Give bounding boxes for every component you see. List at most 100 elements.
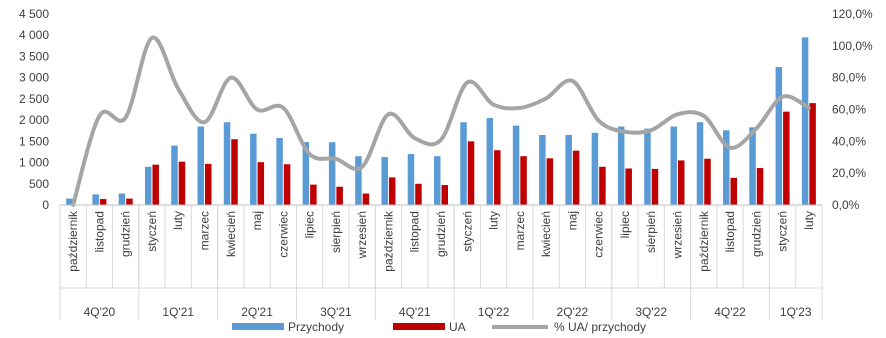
bar-przychody [276, 137, 283, 205]
right-axis-tick-label: 100,0% [832, 39, 873, 53]
group-label: 1Q'23 [780, 305, 812, 319]
bar-przychody [723, 130, 730, 205]
category-label: grudzień [749, 211, 763, 257]
bar-przychody [512, 125, 520, 205]
bar-ua [205, 163, 212, 205]
group-label: 3Q'21 [320, 305, 352, 319]
bar-ua [572, 150, 580, 205]
bar-przychody [775, 67, 783, 205]
bar-przychody [355, 156, 362, 205]
category-label: listopad [408, 211, 422, 252]
right-axis-tick-label: 80,0% [832, 71, 866, 85]
bar-przychody [539, 134, 546, 205]
bar-ua [546, 158, 554, 205]
right-axis-tick-label: 60,0% [832, 103, 866, 117]
bar-przychody [302, 142, 310, 205]
category-label: październik [381, 210, 395, 272]
legend-label: % UA/ przychody [554, 320, 646, 334]
category-label: październik [697, 210, 711, 272]
bar-ua [99, 199, 107, 205]
bar-ua [362, 193, 370, 205]
bar-przychody [617, 126, 625, 205]
legend-label: UA [449, 320, 466, 334]
bar-ua [415, 183, 422, 205]
left-axis-tick-label: 3 000 [19, 71, 49, 85]
bar-przychody [118, 193, 126, 205]
left-axis-tick-label: 3 500 [19, 49, 49, 63]
bar-przychody [381, 157, 388, 205]
bar-ua [730, 177, 738, 205]
right-axis-tick-label: 120,0% [832, 7, 873, 21]
bar-przychody [486, 117, 494, 205]
category-label: luty [487, 211, 501, 230]
bar-przychody [434, 156, 441, 205]
bar-przychody [565, 134, 572, 205]
group-label: 4Q'21 [399, 305, 431, 319]
legend-swatch [232, 323, 284, 330]
group-label: 4Q'20 [84, 305, 116, 319]
bar-przychody [670, 126, 677, 205]
group-label: 3Q'22 [635, 305, 667, 319]
left-axis-tick-label: 500 [29, 177, 49, 191]
bar-ua [625, 168, 632, 205]
group-label: 4Q'22 [714, 305, 746, 319]
bar-ua [651, 168, 659, 205]
left-axis-tick-label: 2 000 [19, 113, 49, 127]
bar-ua [283, 164, 291, 205]
bar-przychody [801, 37, 809, 206]
bar-ua [441, 185, 448, 205]
bar-przychody [644, 128, 651, 205]
bar-ua [126, 198, 133, 205]
bar-ua [467, 141, 475, 205]
bar-ua [336, 186, 343, 205]
bar-ua [152, 164, 159, 205]
line-ua-ratio [71, 35, 811, 207]
category-label: grudzień [119, 211, 133, 257]
bar-ua [310, 184, 317, 205]
bar-przychody [92, 194, 99, 205]
category-label: październik [66, 210, 80, 272]
category-label: luty [171, 211, 185, 230]
category-label: listopad [92, 211, 106, 252]
bar-ua [520, 156, 527, 205]
legend-swatch [393, 323, 445, 330]
bar-ua [704, 158, 711, 205]
bar-przychody [66, 198, 73, 205]
bar-ua [257, 162, 265, 205]
group-label: 1Q'21 [162, 305, 194, 319]
bar-ua [231, 139, 238, 205]
left-axis-tick-label: 4 500 [19, 7, 49, 21]
category-label: luty [802, 211, 816, 230]
category-label: sierpień [329, 211, 343, 253]
category-label: czerwiec [276, 211, 290, 258]
bar-ua [756, 168, 764, 205]
bar-przychody [250, 133, 257, 205]
bar-przychody [696, 122, 704, 205]
bar-ua [178, 161, 186, 205]
category-label: lipiec [303, 211, 317, 238]
right-axis-tick-label: 20,0% [832, 166, 866, 180]
bar-przychody [460, 122, 467, 205]
category-label: wrzesień [670, 211, 684, 259]
group-label: 2Q'21 [241, 305, 273, 319]
bar-ua [677, 160, 685, 205]
bar-ua [494, 150, 501, 205]
bar-przychody [328, 142, 336, 205]
category-label: maj [250, 211, 264, 230]
category-label: maj [565, 211, 579, 230]
bar-przychody [197, 126, 205, 205]
category-label: marzec [513, 211, 527, 250]
category-label: kwiecień [539, 211, 553, 257]
right-axis-tick-label: 0,0% [832, 198, 860, 212]
group-label: 1Q'22 [478, 305, 510, 319]
category-label: czerwiec [592, 211, 606, 258]
left-axis-tick-label: 0 [42, 198, 49, 212]
left-axis-tick-label: 1 500 [19, 134, 49, 148]
legend-label: Przychody [288, 320, 344, 334]
left-axis-tick-label: 1 000 [19, 156, 49, 170]
bar-ua [388, 177, 396, 205]
group-label: 2Q'22 [557, 305, 589, 319]
bar-ua [783, 111, 790, 205]
